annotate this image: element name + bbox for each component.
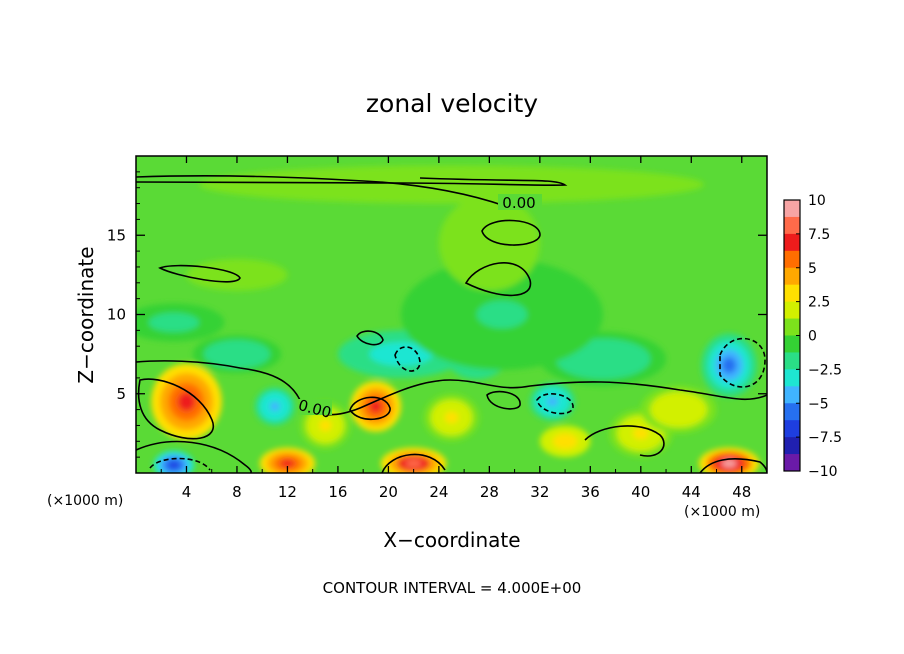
contour-line-upper — [136, 175, 506, 207]
contour-dash-mid — [394, 346, 421, 372]
contour-bottom-mid — [381, 453, 446, 473]
x-tick-label-32: 32 — [530, 483, 549, 501]
colorbar-label-6: −5 — [808, 396, 829, 412]
colorbar-swatch-15 — [784, 454, 800, 472]
x-tick-label-20: 20 — [379, 483, 398, 501]
x-tick-label-8: 8 — [232, 483, 242, 501]
velocity-blob-19-layer-1 — [669, 403, 689, 416]
colorbar-swatch-10 — [784, 369, 800, 387]
colorbar-label-7: −7.5 — [808, 430, 842, 446]
velocity-blob-4-layer-1 — [721, 459, 737, 468]
y-tick-label-5: 5 — [116, 385, 126, 403]
colorbar-swatch-3 — [784, 250, 800, 269]
velocity-blob-18-layer-1 — [444, 411, 459, 424]
velocity-field — [136, 165, 760, 473]
velocity-blob-16-layer-1 — [632, 427, 649, 440]
velocity-blob-11-layer-1 — [587, 352, 619, 366]
contour-label-bg-2 — [298, 399, 332, 415]
velocity-blobs — [136, 165, 760, 473]
contour-line-upper-right — [136, 177, 568, 187]
plot-area — [135, 155, 768, 474]
x-tick-label-48: 48 — [732, 483, 751, 501]
colorbar-swatch-1 — [784, 216, 800, 235]
colorbar-swatch-14 — [784, 437, 800, 455]
velocity-blob-1-layer-1 — [369, 400, 383, 413]
chart-title: zonal velocity — [366, 89, 538, 118]
velocity-blob-17-layer-1 — [318, 419, 332, 432]
velocity-blob-9-layer-1 — [385, 348, 417, 361]
colorbar-swatch-4 — [784, 267, 800, 286]
contour-red-left — [137, 378, 215, 440]
velocity-blob-5-layer-1 — [168, 461, 179, 469]
velocity-blob-7-layer-1 — [546, 396, 559, 407]
x-unit-right: (×1000 m) — [684, 504, 760, 520]
y-axis-label: Z−coordinate — [74, 246, 98, 383]
y-tick-label-15: 15 — [107, 226, 126, 244]
colorbar-label-1: 7.5 — [808, 227, 830, 243]
velocity-blob-14-layer-1 — [476, 300, 528, 329]
colorbar-label-4: 0 — [808, 329, 817, 345]
colorbar-label-2: 5 — [808, 261, 817, 277]
x-tick-label-40: 40 — [631, 483, 650, 501]
colorbar-label-0: 10 — [808, 193, 826, 209]
contour-dash-left — [149, 457, 211, 471]
colorbar-swatch-11 — [784, 386, 800, 404]
contour-interval-footer: CONTOUR INTERVAL = 4.000E+00 — [323, 579, 582, 597]
velocity-blob-12-layer-1 — [161, 317, 187, 328]
velocity-blob-2-layer-1 — [280, 459, 295, 468]
contour-label-upper: 0.00 — [502, 194, 535, 212]
velocity-blob-0-layer-1 — [177, 392, 196, 412]
velocity-blob-3-layer-1 — [405, 459, 422, 468]
colorbar-swatch-8 — [784, 335, 800, 353]
contour-mid-right — [584, 425, 665, 457]
x-tick-label-4: 4 — [182, 483, 192, 501]
contour-loop-1 — [481, 219, 541, 246]
colorbar-swatch-13 — [784, 420, 800, 438]
colorbar-swatch-0 — [784, 200, 800, 218]
colorbar-label-3: 2.5 — [808, 295, 830, 311]
velocity-blob-13-layer-1 — [225, 349, 249, 359]
contour-label-bg — [498, 194, 542, 210]
colorbar-label-8: −10 — [808, 464, 838, 480]
contour-lines — [136, 175, 767, 473]
colorbar-swatch-9 — [784, 352, 800, 370]
colorbar-label-5: −2.5 — [808, 362, 842, 378]
y-tick-label-10: 10 — [107, 306, 126, 324]
contour-small-loop-2 — [356, 330, 384, 346]
velocity-blob-20-layer-1 — [476, 231, 502, 256]
contour-red-mid — [349, 396, 391, 420]
colorbar-swatch-12 — [784, 403, 800, 421]
contour-bottom-left — [136, 440, 252, 473]
x-unit-left: (×1000 m) — [47, 493, 123, 509]
contour-small-loop — [486, 390, 521, 410]
x-tick-label-36: 36 — [581, 483, 600, 501]
contour-loop-2 — [464, 262, 532, 297]
contour-dash-right — [719, 337, 766, 388]
velocity-blob-15-layer-1 — [558, 437, 572, 446]
y-axis: 5 10 15 — [107, 171, 767, 458]
velocity-blob-6-layer-1 — [269, 401, 280, 412]
x-axis-label: X−coordinate — [383, 528, 520, 552]
x-tick-label-24: 24 — [429, 483, 448, 501]
x-axis: 4 8 12 16 20 24 28 32 36 40 44 48 — [160, 156, 751, 501]
colorbar-swatch-2 — [784, 233, 800, 252]
x-tick-label-28: 28 — [480, 483, 499, 501]
colorbar: 10 7.5 5 2.5 0 −2.5 −5 −7.5 −10 — [783, 193, 842, 480]
velocity-blob-8-layer-1 — [722, 357, 737, 374]
contour-loop-3 — [158, 264, 241, 283]
colorbar-swatch-5 — [784, 284, 800, 303]
x-tick-label-12: 12 — [278, 483, 297, 501]
colorbar-swatch-7 — [784, 318, 800, 336]
contour-dash-blue — [536, 393, 574, 415]
x-tick-label-16: 16 — [328, 483, 347, 501]
x-tick-label-44: 44 — [682, 483, 701, 501]
contour-lower-band — [136, 360, 767, 416]
colorbar-swatch-6 — [784, 301, 800, 320]
